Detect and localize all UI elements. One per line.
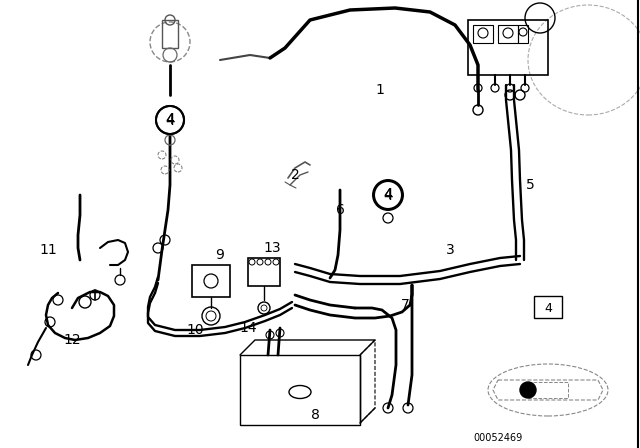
- Bar: [518, 25, 528, 43]
- Bar: [162, 20, 178, 48]
- Text: 3: 3: [445, 243, 454, 257]
- Bar: [248, 258, 280, 286]
- Text: 4: 4: [383, 188, 393, 202]
- Text: 7: 7: [401, 298, 410, 312]
- Text: 4: 4: [383, 188, 392, 202]
- Text: 12: 12: [63, 333, 81, 347]
- Text: 6: 6: [335, 203, 344, 217]
- Text: 10: 10: [186, 323, 204, 337]
- Text: 00052469: 00052469: [474, 433, 523, 443]
- Text: 2: 2: [291, 168, 300, 182]
- Text: 8: 8: [310, 408, 319, 422]
- Text: 11: 11: [39, 243, 57, 257]
- Text: 4: 4: [165, 112, 175, 128]
- Bar: [498, 25, 518, 43]
- Bar: [240, 355, 360, 425]
- Bar: [473, 25, 493, 43]
- Text: 1: 1: [376, 83, 385, 97]
- Text: 13: 13: [263, 241, 281, 255]
- Bar: [468, 20, 548, 75]
- Text: 4: 4: [544, 302, 552, 314]
- Bar: [192, 265, 230, 297]
- Text: 5: 5: [525, 178, 534, 192]
- Circle shape: [520, 382, 536, 398]
- Text: 4: 4: [166, 113, 174, 127]
- Text: 14: 14: [239, 321, 257, 335]
- Text: 9: 9: [216, 248, 225, 262]
- Bar: [534, 296, 562, 318]
